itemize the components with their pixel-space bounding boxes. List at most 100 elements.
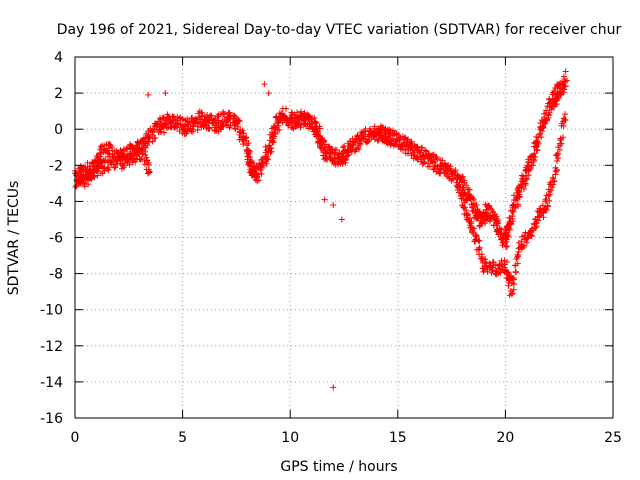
data-point	[265, 90, 272, 97]
data-point	[247, 159, 254, 166]
data-point	[510, 276, 517, 283]
data-point	[521, 186, 528, 193]
data-point	[514, 260, 521, 267]
data-point	[510, 286, 517, 293]
data-point	[391, 130, 398, 137]
data-point	[549, 174, 556, 181]
data-point	[283, 115, 290, 122]
data-point	[494, 219, 501, 226]
data-point	[533, 223, 540, 230]
data-point	[534, 139, 541, 146]
data-point	[503, 244, 510, 251]
data-point	[520, 242, 527, 249]
data-point	[162, 90, 169, 97]
data-point	[239, 127, 246, 134]
data-point	[243, 134, 250, 141]
data-point	[515, 248, 522, 255]
data-point	[84, 159, 91, 166]
data-point	[439, 157, 446, 164]
data-point	[179, 115, 186, 122]
y-tick-label: -14	[40, 375, 63, 391]
data-point	[493, 215, 500, 222]
data-point	[514, 254, 521, 261]
data-point	[321, 137, 328, 144]
data-point	[474, 206, 481, 213]
data-point	[78, 175, 85, 182]
data-point	[543, 207, 550, 214]
data-point	[343, 153, 350, 160]
x-tick-label: 15	[389, 430, 407, 446]
data-point	[288, 112, 295, 119]
data-point	[482, 201, 489, 208]
data-point	[532, 154, 539, 161]
data-point	[482, 220, 489, 227]
data-point	[522, 180, 529, 187]
data-point	[515, 187, 522, 194]
data-point	[421, 158, 428, 165]
data-point	[510, 192, 517, 199]
data-point	[461, 204, 468, 211]
data-point	[266, 145, 273, 152]
data-point	[280, 112, 287, 119]
data-point	[247, 148, 254, 155]
data-point	[463, 182, 470, 189]
data-point	[563, 77, 570, 84]
data-point	[196, 108, 203, 115]
data-point	[458, 190, 465, 197]
y-tick-label: 4	[54, 50, 63, 66]
x-axis-label: GPS time / hours	[280, 459, 397, 475]
data-point	[126, 161, 133, 168]
data-point	[365, 136, 372, 143]
data-point	[524, 176, 531, 183]
data-point	[345, 151, 352, 158]
data-point	[560, 73, 567, 80]
data-point	[262, 143, 269, 150]
grid-layer	[75, 57, 613, 418]
data-point	[339, 144, 346, 151]
data-point	[530, 162, 537, 169]
data-point	[240, 130, 247, 137]
y-tick-label: -4	[49, 194, 63, 210]
data-point	[402, 145, 409, 152]
data-point	[549, 184, 556, 191]
data-point	[104, 165, 111, 172]
data-point	[273, 114, 280, 121]
data-point	[386, 126, 393, 133]
data-point	[109, 159, 116, 166]
data-point	[143, 154, 150, 161]
data-point	[482, 259, 489, 266]
data-layer	[72, 68, 570, 391]
data-point	[111, 164, 118, 171]
data-point	[561, 116, 568, 123]
data-point	[531, 150, 538, 157]
data-point	[108, 144, 115, 151]
x-tick-label: 5	[178, 430, 187, 446]
data-point	[473, 216, 480, 223]
y-tick-label: -10	[40, 303, 63, 319]
data-point	[312, 119, 319, 126]
data-point	[235, 118, 242, 125]
data-point	[509, 213, 516, 220]
data-point	[120, 162, 127, 169]
data-point	[451, 168, 458, 175]
data-point	[488, 269, 495, 276]
data-point	[410, 151, 417, 158]
data-point	[505, 224, 512, 231]
data-point	[226, 124, 233, 131]
data-point	[298, 111, 305, 118]
data-point	[254, 173, 261, 180]
data-point	[146, 139, 153, 146]
data-point	[462, 197, 469, 204]
data-point	[512, 268, 519, 275]
x-tick-label: 25	[604, 430, 622, 446]
data-point	[94, 172, 101, 179]
data-point	[505, 282, 512, 289]
data-point	[470, 225, 477, 232]
data-point	[457, 175, 464, 182]
data-point	[443, 172, 450, 179]
y-tick-label: 2	[54, 86, 63, 102]
data-point	[484, 268, 491, 275]
data-point	[550, 181, 557, 188]
